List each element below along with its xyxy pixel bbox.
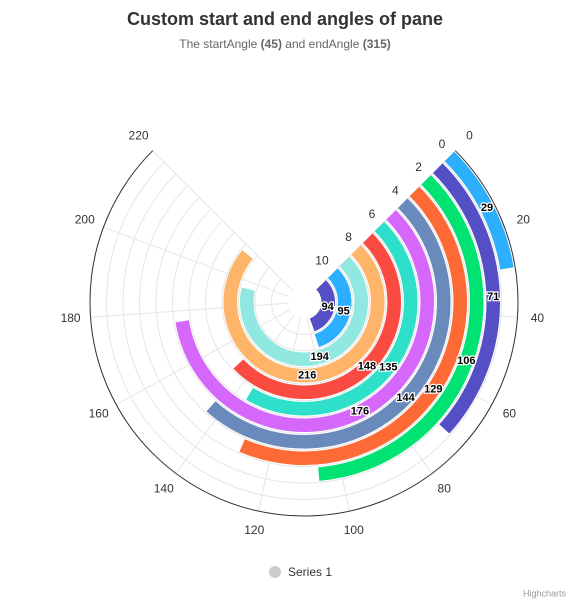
- grid-ring: [122, 173, 486, 484]
- data-label: 129: [424, 384, 442, 396]
- bar: [206, 198, 451, 449]
- bar: [433, 163, 500, 434]
- y-tick-label: 160: [89, 406, 109, 420]
- grid-line: [314, 150, 456, 292]
- y-tick-label: 60: [503, 406, 517, 420]
- grid-line: [306, 317, 350, 512]
- data-label: 144: [396, 392, 415, 404]
- x-tick-label: 2: [415, 160, 422, 174]
- data-label: 29: [481, 202, 493, 214]
- data-label: 148: [358, 361, 376, 373]
- grid-ring: [221, 243, 387, 385]
- bar: [314, 268, 352, 348]
- data-label: 176: [351, 406, 369, 418]
- chart-title: Custom start and end angles of pane: [127, 9, 443, 29]
- bar: [175, 210, 434, 433]
- legend-label[interactable]: Series 1: [288, 565, 332, 579]
- data-label: 216: [298, 370, 316, 382]
- grid-line: [175, 314, 295, 474]
- y-tick-label: 40: [531, 311, 545, 325]
- bar: [233, 233, 402, 399]
- x-tick-label: 0: [439, 137, 446, 151]
- grid-ring: [139, 185, 469, 467]
- grid-ring: [106, 161, 502, 500]
- grid-line: [115, 309, 291, 405]
- grid-line: [103, 226, 290, 297]
- grid-line: [318, 226, 505, 297]
- data-label: 194: [311, 351, 330, 363]
- legend-symbol[interactable]: [269, 566, 281, 578]
- bar: [239, 186, 468, 466]
- bar: [318, 175, 484, 481]
- x-tick-label: 4: [392, 184, 399, 198]
- y-tick-label: 20: [517, 212, 531, 226]
- y-tick-label: 200: [75, 212, 95, 226]
- credits[interactable]: Highcharts: [523, 588, 567, 598]
- grid-ring: [238, 255, 370, 369]
- axis-line: [89, 150, 519, 517]
- grid-line: [313, 314, 433, 474]
- chart-subtitle: The startAngle (45) and endAngle (315): [179, 37, 390, 51]
- bar: [309, 280, 335, 332]
- y-tick-label: 100: [344, 523, 364, 537]
- y-tick-label: 220: [129, 129, 149, 143]
- grid-ring: [155, 196, 453, 451]
- grid-line: [90, 302, 289, 318]
- data-label: 106: [457, 355, 475, 367]
- subtitle-part: and endAngle: [282, 37, 363, 51]
- y-tick-label: 0: [466, 129, 473, 143]
- grid-ring: [271, 278, 337, 335]
- data-label: 135: [379, 361, 397, 373]
- x-tick-label: 10: [315, 254, 329, 268]
- grid-line: [258, 317, 302, 512]
- y-tick-label: 80: [438, 481, 452, 495]
- bar: [223, 245, 385, 383]
- grid-line: [152, 150, 294, 292]
- y-tick-label: 180: [61, 311, 81, 325]
- grid-line: [317, 309, 493, 405]
- grid-ring: [188, 220, 420, 418]
- subtitle-part: (45): [261, 37, 282, 51]
- grid-ring: [172, 208, 436, 434]
- y-tick-label: 120: [244, 523, 264, 537]
- data-label: 71: [487, 291, 499, 303]
- bar: [239, 256, 368, 366]
- subtitle-part: The startAngle: [179, 37, 260, 51]
- grid-ring: [254, 266, 354, 352]
- bar: [444, 151, 514, 270]
- x-tick-label: 6: [369, 207, 376, 221]
- subtitle-part: (315): [363, 37, 391, 51]
- data-label: 94: [322, 301, 335, 313]
- y-tick-label: 140: [154, 481, 174, 495]
- bar: [246, 221, 418, 416]
- grid-line: [319, 302, 518, 318]
- x-tick-label: 8: [345, 230, 352, 244]
- grid-ring: [205, 231, 403, 401]
- data-label: 95: [338, 305, 350, 317]
